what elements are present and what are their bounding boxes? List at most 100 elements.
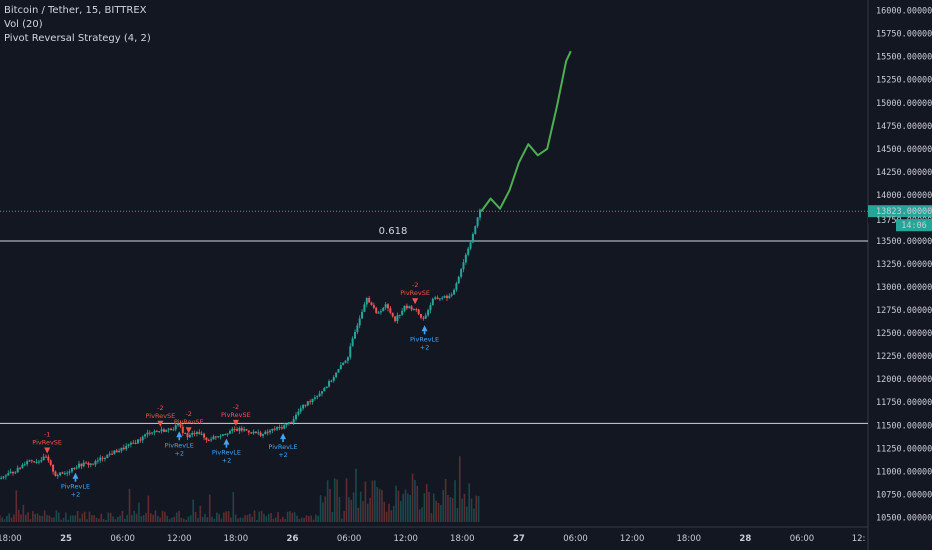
volume-bar (175, 512, 178, 522)
candle-body (26, 461, 29, 465)
legend-symbol[interactable]: Bitcoin / Tether, 15, BITTREX (4, 5, 147, 16)
x-tick-label: 06:00 (790, 534, 815, 544)
volume-bar (1, 517, 3, 522)
volume-bar (185, 519, 187, 522)
long-signal-qty: +2 (278, 451, 288, 459)
volume-bar (425, 483, 428, 522)
candle-body (280, 427, 283, 429)
volume-bar (65, 512, 67, 522)
candle-body (450, 294, 453, 296)
candle-body (9, 471, 12, 474)
volume-bar (282, 516, 284, 522)
long-signal-label: PivRevLE (212, 449, 241, 457)
volume-bar (407, 493, 409, 522)
candle-body (396, 315, 399, 322)
volume-bar (119, 515, 121, 522)
candle-body (323, 388, 326, 392)
volume-bar (402, 493, 404, 522)
volume-bar (48, 515, 51, 522)
candle-body (269, 430, 272, 433)
volume-bar (350, 499, 353, 522)
candle-body (44, 456, 47, 458)
volume-bar (29, 519, 32, 522)
candle-body (328, 381, 331, 387)
short-signal-arrow (232, 419, 239, 426)
volume-bar (121, 510, 124, 522)
y-tick-label: 13000.00000000 (876, 283, 932, 293)
volume-bar (249, 513, 251, 522)
y-tick-label: 13250.00000000 (876, 260, 932, 270)
candle-body (212, 436, 215, 440)
legend-strategy[interactable]: Pivot Reversal Strategy (4, 2) (4, 33, 151, 44)
volume-bar (10, 517, 13, 522)
candle-body (4, 475, 7, 477)
volume-bar (55, 510, 58, 522)
volume-bar (36, 513, 39, 522)
volume-bar (190, 515, 192, 522)
candle-body (434, 297, 437, 299)
candle-body (464, 254, 467, 263)
candle-body (184, 433, 187, 435)
candle-body (455, 283, 458, 290)
volume-bar (289, 511, 291, 522)
candle-body (136, 439, 139, 444)
volume-bar (324, 496, 327, 522)
y-tick-label: 14750.00000000 (876, 122, 932, 132)
volume-bar (72, 515, 74, 522)
volume-bar (381, 489, 383, 522)
candle-body (311, 398, 314, 402)
candle-body (162, 429, 165, 432)
candle-body (417, 309, 420, 315)
volume-bar (161, 510, 164, 522)
y-tick-label: 14000.00000000 (876, 191, 932, 201)
x-tick-label: 18:00 (676, 534, 701, 544)
candle-body (179, 423, 182, 427)
volume-bar (267, 514, 270, 522)
volume-bar (251, 516, 253, 522)
candle-body (283, 425, 286, 429)
volume-bar (15, 490, 18, 522)
legend-volume[interactable]: Vol (20) (4, 19, 43, 30)
candle-body (49, 460, 52, 465)
volume-bar (258, 511, 261, 522)
candle-body (73, 467, 76, 469)
volume-bar (76, 511, 79, 522)
candle-body (2, 476, 5, 478)
volume-bar (223, 512, 225, 522)
volume-bar (307, 516, 310, 522)
volume-bar (378, 488, 381, 522)
y-tick-label: 15250.00000000 (876, 76, 932, 86)
y-tick-label: 12500.00000000 (876, 329, 932, 339)
volume-bar (322, 502, 324, 522)
volume-bar (6, 515, 8, 522)
volume-bar (67, 519, 70, 522)
candle-body (261, 434, 264, 436)
volume-bar (43, 510, 46, 522)
candle-body (332, 377, 335, 381)
x-tick-label: 18:00 (224, 534, 249, 544)
candle-body (302, 404, 305, 409)
candle-body (217, 436, 220, 438)
x-tick-label: 06:00 (563, 534, 588, 544)
candle-body (28, 460, 31, 462)
volume-bar (477, 496, 480, 522)
volume-bar (298, 518, 301, 522)
volume-bar (39, 515, 41, 522)
volume-bar (60, 519, 62, 522)
volume-bar (305, 515, 308, 522)
volume-bar (253, 510, 256, 522)
long-signal-qty: +2 (71, 491, 81, 499)
candle-body (14, 472, 17, 474)
volume-bar (272, 518, 275, 522)
volume-bar (303, 517, 305, 522)
candle-body (155, 431, 158, 433)
volume-bar (86, 519, 88, 522)
candle-body (233, 428, 236, 430)
candle-body (478, 209, 481, 218)
y-tick-label: 11750.00000000 (876, 398, 932, 408)
candle-body (384, 304, 387, 308)
candle-body (410, 306, 413, 310)
candle-body (231, 428, 234, 432)
volume-bar (277, 512, 279, 522)
